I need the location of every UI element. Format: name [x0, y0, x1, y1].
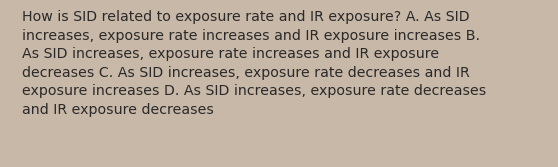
Text: How is SID related to exposure rate and IR exposure? A. As SID
increases, exposu: How is SID related to exposure rate and … [22, 10, 486, 117]
